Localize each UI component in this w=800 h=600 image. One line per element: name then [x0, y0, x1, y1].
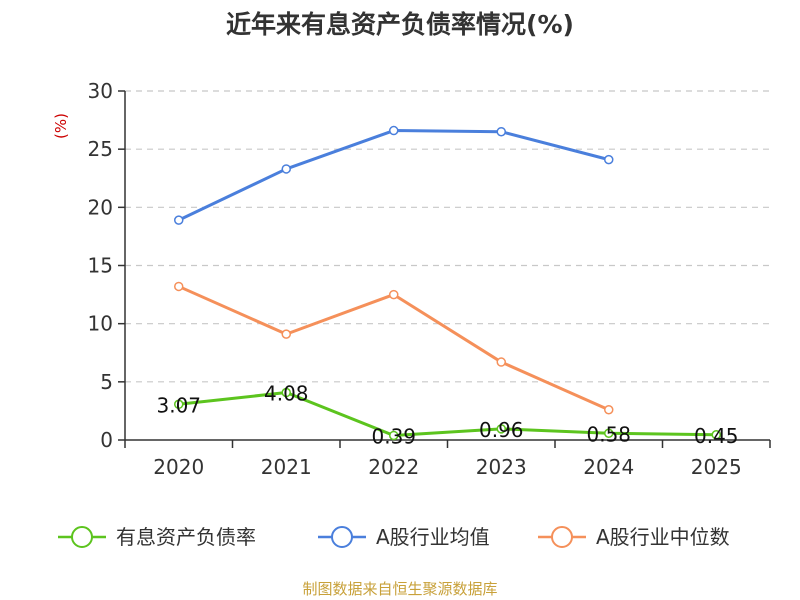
data-label: 3.07: [156, 393, 201, 417]
x-tick-label: 2023: [476, 455, 527, 479]
series-line: [178, 129, 610, 222]
series-line: [178, 285, 610, 412]
data-label: 4.08: [264, 382, 309, 406]
y-axis-unit-label: (%): [52, 113, 70, 139]
data-point: [389, 430, 399, 441]
grid-lines: [125, 90, 770, 383]
y-tick-label: 0: [100, 428, 113, 452]
series-industry-median: [174, 281, 614, 415]
y-tick-label: 5: [100, 370, 113, 394]
data-label: 0.45: [694, 424, 739, 448]
x-tick-label: 2025: [691, 455, 742, 479]
data-label: 0.39: [371, 424, 416, 448]
y-tick-label: 15: [88, 254, 113, 278]
source-note: 制图数据来自恒生聚源数据库: [302, 580, 497, 598]
data-point: [174, 399, 184, 410]
legend-item: 有息资产负债率: [58, 525, 256, 549]
y-tick-label: 20: [88, 195, 113, 219]
legend-item: A股行业均值: [318, 525, 490, 549]
data-point: [496, 126, 506, 137]
x-tick-label: 2024: [583, 455, 634, 479]
legend-swatch-marker: [331, 526, 353, 548]
data-point: [174, 215, 184, 225]
x-tick-label: 2022: [368, 455, 419, 479]
series-line: [178, 391, 717, 437]
data-label: 0.96: [479, 418, 524, 442]
data-point: [174, 281, 184, 292]
series-layer: [174, 125, 721, 441]
x-tick-label: 2020: [153, 455, 204, 479]
legend: 有息资产负债率 A股行业均值 A股行业中位数: [58, 525, 730, 549]
data-point: [711, 430, 721, 440]
series-industry-mean: [174, 125, 614, 225]
legend-swatch-marker: [551, 526, 573, 548]
data-point: [281, 164, 291, 174]
data-labels: 3.07 4.08 0.39 0.96 0.58 0.45: [156, 382, 738, 449]
legend-label: A股行业中位数: [596, 525, 730, 549]
data-point: [389, 125, 399, 136]
legend-swatch-marker: [71, 526, 93, 548]
legend-item: A股行业中位数: [538, 525, 730, 549]
y-tick-label: 30: [88, 79, 113, 103]
data-point: [496, 424, 506, 434]
data-point: [604, 154, 614, 165]
y-tick-label: 25: [88, 137, 113, 161]
chart-title: 近年来有息资产负债率情况(%): [226, 10, 574, 39]
x-tick-label: 2021: [261, 455, 312, 479]
legend-label: A股行业均值: [376, 525, 490, 549]
data-label: 0.58: [586, 422, 631, 446]
data-point: [604, 405, 614, 415]
series-debt-ratio: [174, 387, 721, 441]
data-point: [604, 428, 614, 439]
data-point: [389, 289, 399, 300]
y-tick-label: 10: [88, 312, 113, 336]
legend-label: 有息资产负债率: [116, 525, 256, 549]
data-point: [281, 329, 291, 339]
data-point: [496, 357, 506, 367]
data-point: [281, 387, 291, 398]
